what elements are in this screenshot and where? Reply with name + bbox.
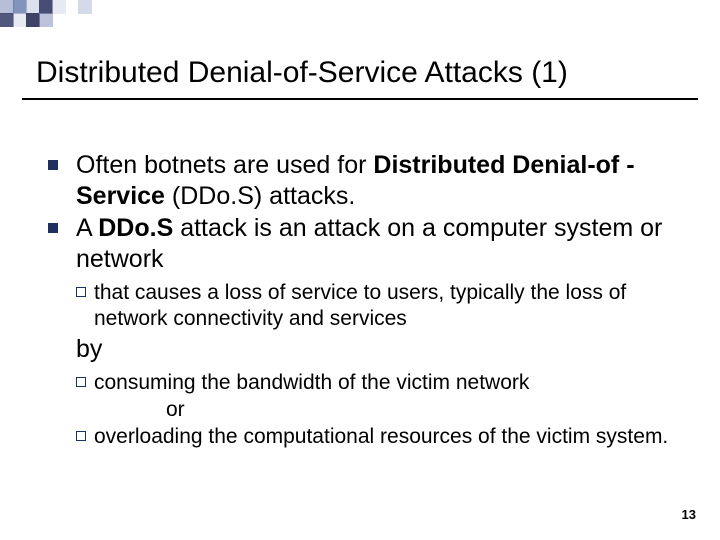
bullet-2: A DDo.S attack is an attack on a compute… xyxy=(48,213,688,274)
sub-bullets-2: consuming the bandwidth of the victim ne… xyxy=(76,370,688,449)
by-text: by xyxy=(76,335,688,364)
bullet-2-text: A DDo.S attack is an attack on a compute… xyxy=(76,213,688,274)
sub-bullet-1-text: that causes a loss of service to users, … xyxy=(94,280,688,331)
text: (DDo.S) xyxy=(172,182,262,210)
sub-bullet-2-text: consuming the bandwidth of the victim ne… xyxy=(94,370,529,396)
bullet-1-text: Often botnets are used for Distributed D… xyxy=(76,150,688,211)
bullet-1: Often botnets are used for Distributed D… xyxy=(48,150,688,211)
sub-bullets: that causes a loss of service to users, … xyxy=(76,280,688,331)
open-square-bullet-icon xyxy=(76,287,86,297)
sub-bullet-2: consuming the bandwidth of the victim ne… xyxy=(76,370,688,396)
text: Often botnets are used for xyxy=(76,151,373,179)
text: A xyxy=(76,214,98,242)
or-text: or xyxy=(166,398,688,422)
open-square-bullet-icon xyxy=(76,431,86,441)
page-number: 13 xyxy=(682,507,696,522)
text: attacks. xyxy=(262,182,355,210)
square-bullet-icon xyxy=(48,160,58,170)
corner-decoration xyxy=(0,0,720,28)
slide-content: Often botnets are used for Distributed D… xyxy=(48,150,688,451)
text-bold: DDo.S xyxy=(98,214,173,242)
sub-bullet-3: overloading the computational resources … xyxy=(76,424,688,450)
title-underline xyxy=(22,98,698,100)
slide-title: Distributed Denial-of-Service Attacks (1… xyxy=(36,56,568,90)
open-square-bullet-icon xyxy=(76,377,86,387)
square-bullet-icon xyxy=(48,223,58,233)
sub-bullet-1: that causes a loss of service to users, … xyxy=(76,280,688,331)
sub-bullet-3-text: overloading the computational resources … xyxy=(94,424,668,450)
